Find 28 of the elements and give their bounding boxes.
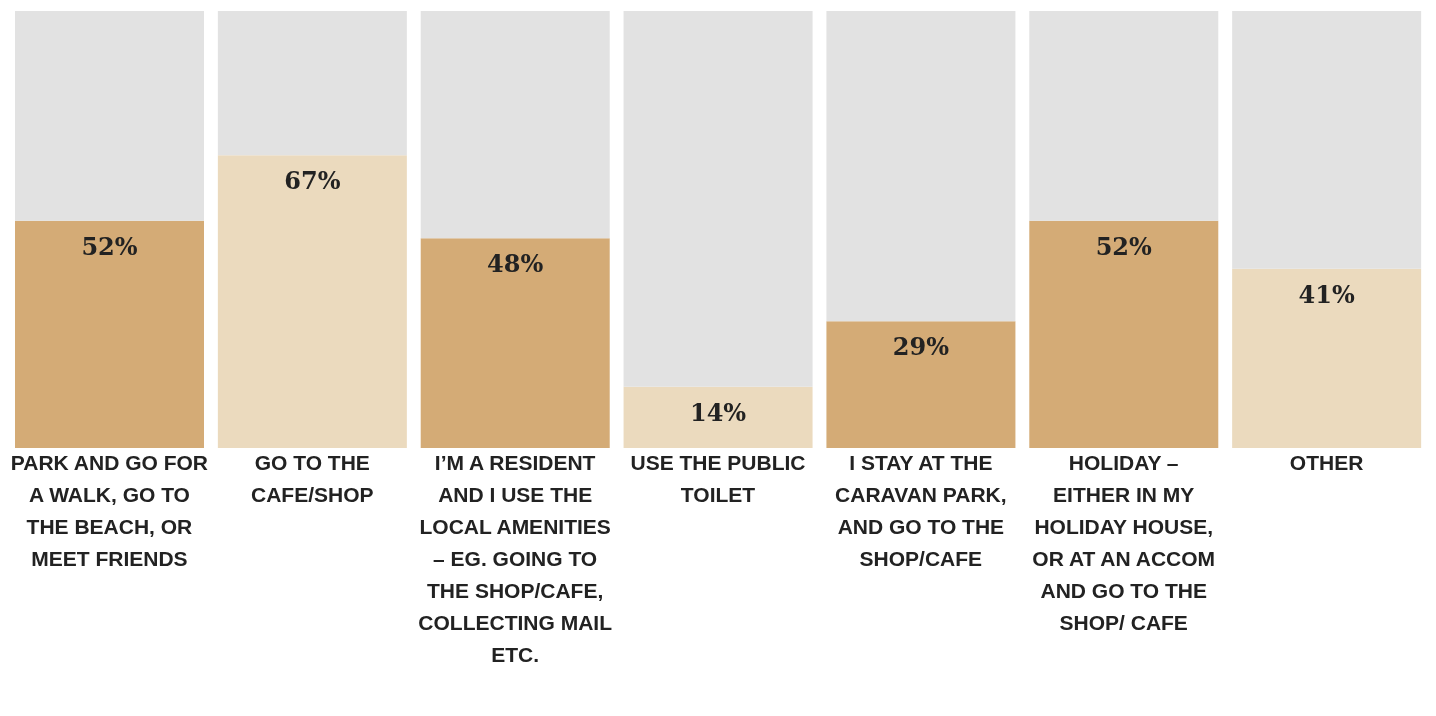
data-label: 67%: [284, 166, 341, 196]
x-tick-label: HOLIDAY – EITHER IN MY HOLIDAY HOUSE, OR AT AN ACCOM AND GO TO THE SHOP/ CAFE: [1032, 451, 1216, 634]
bar: [1029, 11, 1219, 221]
x-tick-label: OTHER: [1289, 451, 1364, 474]
bar: [826, 11, 1016, 322]
data-label: 14%: [689, 397, 747, 427]
bar: [623, 11, 813, 387]
bar: [1029, 220, 1219, 448]
bar: [420, 11, 610, 239]
x-tick-label: PARK AND GO FOR A WALK, GO TO THE BEACH, OR MEET FRIENDS: [10, 451, 209, 570]
data-label: 41%: [1298, 279, 1355, 309]
bar: [1232, 268, 1422, 448]
x-tick-label: GO TO THE CAFE/SHOP: [251, 451, 374, 506]
data-label: 52%: [1095, 231, 1153, 261]
data-label: 52%: [81, 231, 138, 261]
bar: [420, 238, 610, 448]
bar: [217, 155, 407, 448]
data-label: 29%: [892, 332, 950, 362]
bar: [623, 386, 813, 448]
bar: [217, 11, 407, 156]
data-label: 48%: [487, 249, 544, 279]
bar: [15, 220, 204, 448]
bar: [1232, 11, 1422, 269]
x-tick-label: USE THE PUBLIC TOILET: [630, 451, 806, 506]
x-tick-label: I STAY AT THE CARAVAN PARK, AND GO TO THE SHOP/CAFE: [835, 451, 1007, 570]
x-tick-label: I’M A RESIDENT AND I USE THE LOCAL AMENITIES – EG. GOING TO THE SHOP/CAFE, COLLECTING MAIL ETC.: [418, 451, 613, 666]
bar: [826, 321, 1016, 448]
bar: [15, 11, 204, 221]
